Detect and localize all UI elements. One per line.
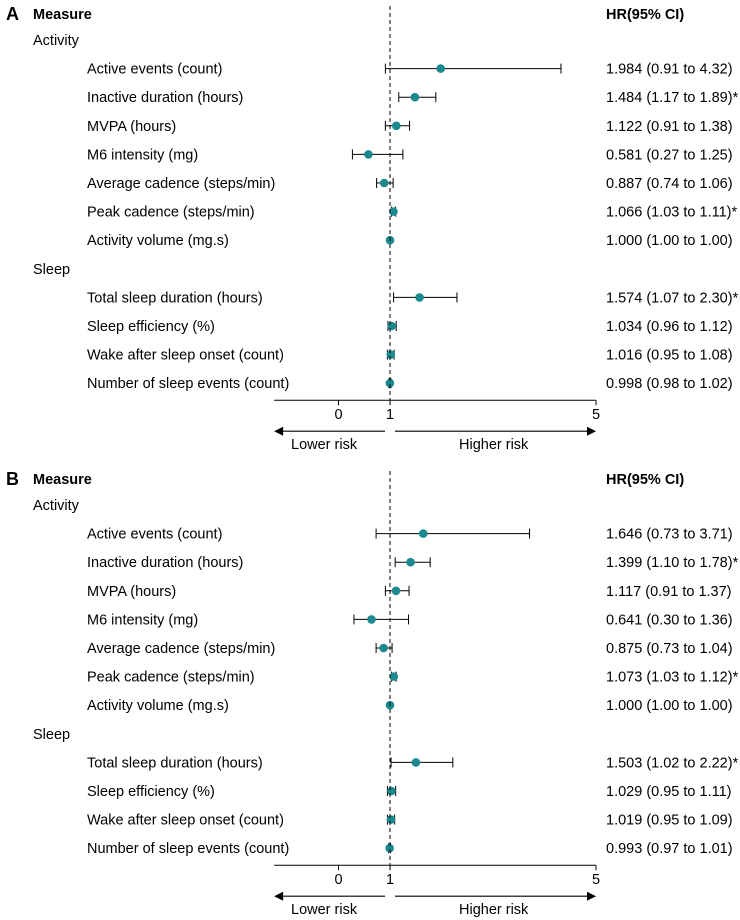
hr-ci-text: 1.019 (0.95 to 1.09) (606, 813, 733, 829)
arrow-left-head (274, 426, 284, 436)
row-label: Peak cadence (steps/min) (87, 670, 255, 686)
row-label: Average cadence (steps/min) (87, 176, 275, 192)
hr-ci-text: 0.641 (0.30 to 1.36) (606, 612, 733, 628)
row-label: Sleep efficiency (%) (87, 319, 215, 335)
row-label: Active events (count) (87, 62, 222, 78)
row-label: MVPA (hours) (87, 584, 176, 600)
row-label: Activity volume (mg.s) (87, 233, 229, 249)
arrow-right-head (587, 426, 596, 436)
arrow-left-label: Lower risk (291, 902, 358, 918)
group-label: Sleep (33, 262, 70, 278)
row-label: MVPA (hours) (87, 119, 176, 135)
arrow-right-head (587, 891, 596, 901)
hr-ci-text: 1.066 (1.03 to 1.11)* (606, 205, 737, 221)
x-tick-label: 1 (386, 407, 394, 423)
hr-point (379, 643, 388, 653)
x-tick-label: 5 (592, 872, 600, 888)
panel-label: A (6, 4, 19, 24)
hr-point (387, 786, 396, 796)
hr-point (406, 557, 415, 567)
hr-ci-text: 1.029 (0.95 to 1.11) (606, 784, 732, 800)
hr-point (389, 207, 398, 216)
hr-ci-text: 0.998 (0.98 to 1.02) (606, 376, 733, 392)
header-measure: Measure (33, 7, 92, 23)
arrow-right-label: Higher risk (459, 437, 529, 453)
row-label: Average cadence (steps/min) (87, 641, 275, 657)
row-label: Total sleep duration (hours) (87, 755, 263, 771)
row-label: Inactive duration (hours) (87, 90, 243, 106)
x-tick-label: 5 (592, 407, 600, 423)
panel-label: B (6, 469, 19, 489)
header-hr: HR(95% CI) (606, 472, 684, 488)
row-label: Total sleep duration (hours) (87, 290, 263, 306)
row-label: Peak cadence (steps/min) (87, 205, 255, 221)
group-label: Activity (33, 498, 80, 514)
x-tick-label: 0 (334, 407, 342, 423)
hr-ci-text: 1.503 (1.02 to 2.22)* (606, 755, 739, 771)
hr-point (411, 758, 421, 767)
hr-point (415, 293, 424, 302)
hr-ci-text: 1.000 (1.00 to 1.00) (606, 233, 733, 249)
header-hr: HR(95% CI) (606, 7, 684, 23)
hr-point (389, 672, 399, 681)
hr-point (386, 815, 396, 824)
hr-ci-text: 0.993 (0.97 to 1.01) (606, 841, 733, 857)
hr-ci-text: 1.484 (1.17 to 1.89)* (606, 90, 739, 106)
row-label: M6 intensity (mg) (87, 612, 198, 628)
row-label: Active events (count) (87, 527, 222, 543)
hr-point (436, 64, 445, 73)
x-tick-label: 0 (334, 872, 342, 888)
header-measure: Measure (33, 472, 92, 488)
hr-point (385, 378, 395, 388)
hr-point (410, 92, 420, 102)
hr-ci-text: 1.034 (0.96 to 1.12) (606, 319, 733, 335)
hr-ci-text: 1.574 (1.07 to 2.30)* (606, 290, 739, 306)
group-label: Sleep (33, 727, 70, 743)
row-label: Inactive duration (hours) (87, 555, 243, 571)
hr-point (391, 586, 401, 596)
hr-point (385, 843, 394, 853)
hr-ci-text: 1.646 (0.73 to 3.71) (606, 527, 733, 543)
row-label: Wake after sleep onset (count) (87, 348, 284, 364)
hr-point (379, 178, 389, 188)
hr-ci-text: 1.984 (0.91 to 4.32) (606, 62, 733, 78)
hr-point (367, 615, 376, 624)
hr-ci-text: 1.399 (1.10 to 1.78)* (606, 555, 739, 571)
row-label: Number of sleep events (count) (87, 376, 289, 392)
hr-ci-text: 1.117 (0.91 to 1.37) (606, 584, 732, 600)
hr-point (391, 121, 401, 131)
group-label: Activity (33, 33, 80, 49)
hr-ci-text: 1.122 (0.91 to 1.38) (606, 119, 733, 135)
hr-point (364, 150, 373, 159)
hr-ci-text: 1.016 (0.95 to 1.08) (606, 348, 733, 364)
hr-ci-text: 1.073 (1.03 to 1.12)* (606, 670, 739, 686)
row-label: Activity volume (mg.s) (87, 698, 229, 714)
hr-point (418, 529, 428, 538)
hr-ci-text: 0.581 (0.27 to 1.25) (606, 147, 733, 163)
arrow-right-label: Higher risk (459, 902, 529, 918)
hr-ci-text: 1.000 (1.00 to 1.00) (606, 698, 733, 714)
hr-point (386, 350, 396, 359)
x-tick-label: 1 (386, 872, 394, 888)
hr-point (387, 321, 397, 331)
arrow-left-head (274, 891, 284, 901)
hr-ci-text: 0.887 (0.74 to 1.06) (606, 176, 733, 192)
arrow-left-label: Lower risk (291, 437, 358, 453)
hr-ci-text: 0.875 (0.73 to 1.04) (606, 641, 733, 657)
row-label: M6 intensity (mg) (87, 147, 198, 163)
row-label: Wake after sleep onset (count) (87, 813, 284, 829)
row-label: Sleep efficiency (%) (87, 784, 215, 800)
row-label: Number of sleep events (count) (87, 841, 289, 857)
